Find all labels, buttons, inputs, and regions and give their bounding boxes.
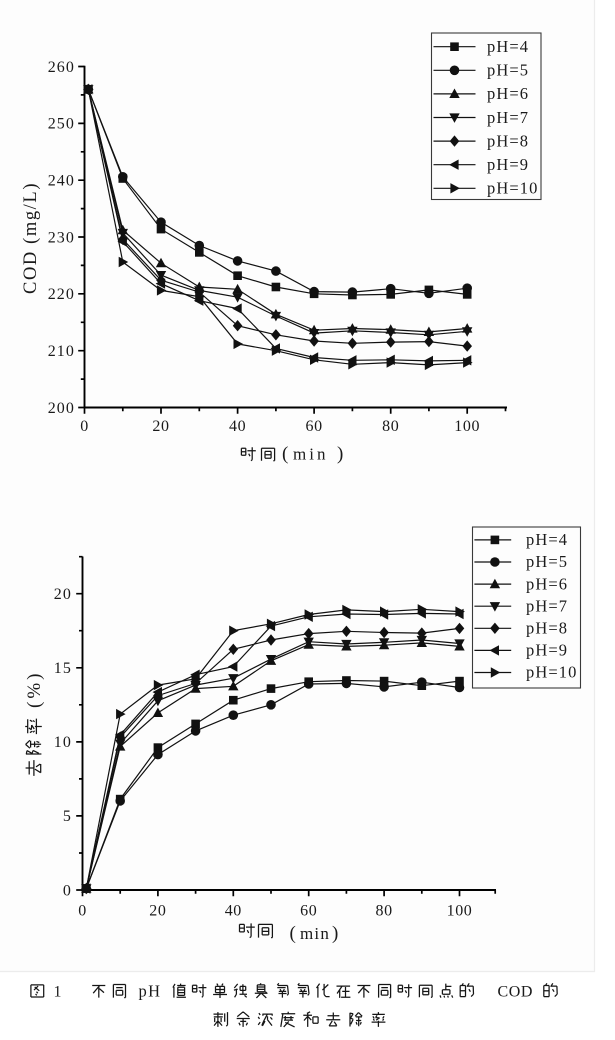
svg-text:(%): (%) xyxy=(24,671,45,708)
svg-text:40: 40 xyxy=(225,903,242,920)
svg-text:COD: COD xyxy=(498,984,534,1001)
svg-text:60: 60 xyxy=(305,418,322,435)
svg-text:100: 100 xyxy=(454,418,480,435)
svg-text:20: 20 xyxy=(152,418,169,435)
svg-text:5: 5 xyxy=(63,808,72,825)
svg-text:250: 250 xyxy=(48,116,75,133)
svg-text:pH=9: pH=9 xyxy=(487,155,529,174)
svg-text:80: 80 xyxy=(375,903,392,920)
svg-text:260: 260 xyxy=(48,59,75,76)
svg-text:pH=5: pH=5 xyxy=(526,552,568,571)
svg-text:pH=5: pH=5 xyxy=(487,61,529,80)
svg-text:pH=10: pH=10 xyxy=(487,179,538,198)
svg-text:230: 230 xyxy=(48,229,75,246)
svg-text:pH=7: pH=7 xyxy=(487,108,529,127)
svg-text:pH=9: pH=9 xyxy=(526,641,568,660)
svg-text:100: 100 xyxy=(447,903,473,920)
svg-text:20: 20 xyxy=(54,586,72,603)
svg-text:pH=10: pH=10 xyxy=(526,663,577,682)
svg-text:(: ( xyxy=(282,444,289,465)
svg-text:): ) xyxy=(332,923,339,944)
svg-text:10: 10 xyxy=(54,734,72,751)
svg-text:pH=8: pH=8 xyxy=(487,131,529,150)
svg-text:0: 0 xyxy=(63,882,72,899)
svg-text:(: ( xyxy=(290,923,297,944)
svg-text:pH=4: pH=4 xyxy=(487,37,529,56)
svg-text:20: 20 xyxy=(149,903,166,920)
svg-text:min: min xyxy=(293,445,328,464)
svg-text:min: min xyxy=(300,924,330,943)
svg-text:pH=8: pH=8 xyxy=(526,619,568,638)
svg-text:1: 1 xyxy=(54,984,62,1001)
svg-text:200: 200 xyxy=(48,400,75,417)
svg-text:COD (mg/L): COD (mg/L) xyxy=(21,182,41,294)
svg-text:pH=6: pH=6 xyxy=(487,84,529,103)
svg-text:pH=7: pH=7 xyxy=(526,596,568,615)
svg-text:240: 240 xyxy=(48,173,75,190)
svg-text:220: 220 xyxy=(48,286,75,303)
svg-text:15: 15 xyxy=(54,660,72,677)
svg-text:pH: pH xyxy=(139,982,162,1001)
svg-text:210: 210 xyxy=(48,343,75,360)
svg-text:80: 80 xyxy=(382,418,399,435)
svg-text:): ) xyxy=(337,444,344,465)
svg-text:pH=4: pH=4 xyxy=(526,530,568,549)
svg-text:40: 40 xyxy=(229,418,246,435)
svg-text:0: 0 xyxy=(78,903,87,920)
svg-text:60: 60 xyxy=(300,903,317,920)
svg-text:pH=6: pH=6 xyxy=(526,574,568,593)
svg-text:0: 0 xyxy=(80,418,89,435)
